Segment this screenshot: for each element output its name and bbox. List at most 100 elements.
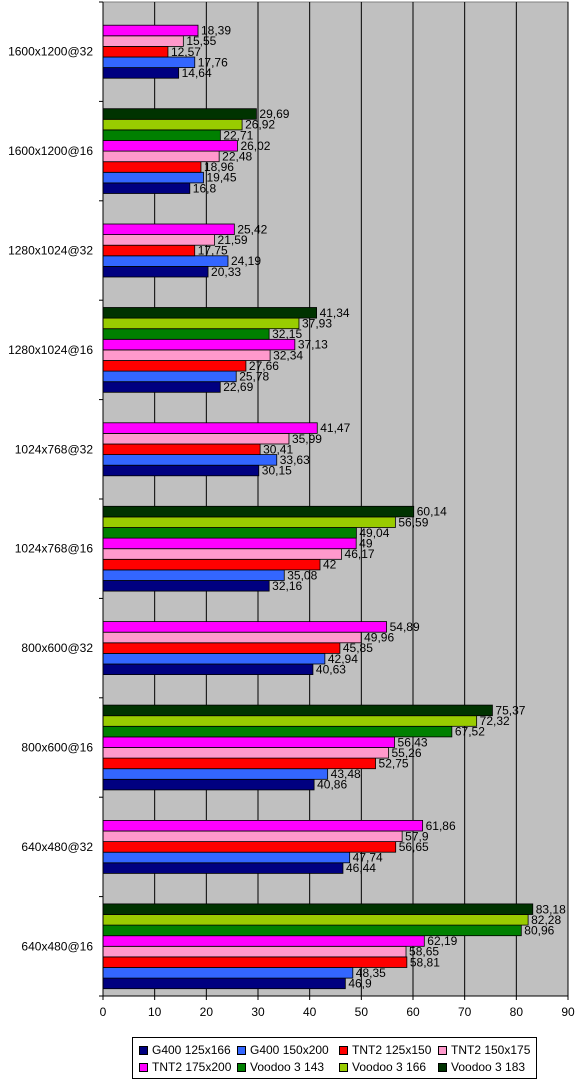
bar	[102, 108, 257, 120]
legend: G400 125x166 G400 150x200 TNT2 125x150 TNT2…	[132, 1037, 537, 1079]
bar	[102, 370, 237, 383]
data-label: 57,9	[405, 829, 429, 843]
data-labels: 14,6417,7612,5715,5518,3916,819,4518,962…	[171, 24, 566, 991]
legend-swatch	[139, 1045, 148, 1055]
bar	[102, 265, 209, 278]
x-tick-label: 0	[100, 1005, 107, 1019]
data-label: 26,02	[240, 139, 270, 153]
data-label: 42,94	[328, 652, 358, 666]
legend-swatch	[237, 1045, 246, 1055]
bar	[102, 171, 204, 184]
data-label: 15,55	[186, 34, 216, 48]
bar	[102, 736, 395, 748]
bar	[102, 464, 260, 477]
bar	[102, 653, 326, 665]
data-label: 60,14	[417, 505, 447, 519]
category-label: 640x480@16	[21, 939, 93, 953]
legend-item: G400 125x166	[139, 1042, 231, 1058]
bar	[102, 454, 278, 466]
data-label: 32,15	[272, 327, 302, 341]
legend-label: Voodoo 3 143	[250, 1060, 325, 1074]
data-label: 32,16	[272, 579, 302, 593]
bar	[102, 977, 346, 990]
x-tick-label: 10	[148, 1005, 162, 1019]
bar	[102, 715, 478, 727]
legend-label: TNT2 150x175	[451, 1043, 531, 1057]
bar	[102, 46, 169, 58]
bar	[102, 642, 341, 654]
bar	[102, 349, 271, 361]
bar	[102, 820, 424, 832]
data-label: 40,63	[316, 662, 346, 676]
legend-swatch	[438, 1045, 447, 1055]
data-label: 58,81	[410, 955, 440, 969]
bar	[102, 360, 247, 372]
x-tick-label: 50	[355, 1005, 369, 1019]
legend-label: G400 150x200	[250, 1043, 329, 1057]
data-label: 37,13	[298, 338, 328, 352]
bar	[102, 580, 270, 592]
data-label: 18,39	[201, 24, 231, 38]
category-label: 1280x1024@16	[8, 343, 93, 357]
category-label: 800x600@32	[21, 641, 93, 655]
category-label: 640x480@32	[21, 840, 93, 854]
data-label: 27,66	[249, 359, 279, 373]
data-label: 32,34	[273, 348, 303, 362]
data-label: 26,92	[245, 118, 275, 132]
data-label: 45,85	[343, 641, 373, 655]
bar	[102, 140, 238, 152]
legend-item: Voodoo 3 166	[339, 1059, 426, 1075]
bar	[102, 422, 318, 434]
bar	[102, 663, 314, 676]
bar	[102, 768, 329, 780]
bar	[102, 432, 290, 445]
data-label: 46,9	[348, 977, 372, 991]
x-tick-label: 90	[561, 1005, 575, 1019]
x-tick-label: 30	[251, 1005, 265, 1019]
data-label: 49	[359, 537, 373, 551]
legend-label: G400 125x166	[152, 1043, 231, 1057]
data-label: 72,32	[480, 714, 510, 728]
category-label: 1024x768@16	[15, 542, 94, 556]
category-label: 1600x1200@16	[8, 144, 93, 158]
legend-label: Voodoo 3 166	[352, 1060, 427, 1074]
data-label: 41,47	[320, 421, 350, 435]
data-label: 19,45	[206, 171, 236, 185]
category-label: 1280x1024@32	[8, 244, 93, 258]
bar	[102, 914, 529, 926]
bar	[102, 150, 220, 163]
data-label: 22,48	[222, 150, 252, 164]
data-label: 17,75	[198, 244, 228, 258]
bar	[102, 338, 296, 351]
legend-label: Voodoo 3 183	[451, 1060, 526, 1074]
data-label: 67,52	[455, 725, 485, 739]
bars	[102, 24, 534, 990]
bar	[102, 537, 357, 550]
bar	[102, 129, 221, 141]
data-label: 56,65	[399, 840, 429, 854]
bar	[102, 935, 425, 947]
data-label: 83,18	[536, 902, 566, 916]
data-label: 46,17	[345, 547, 375, 561]
data-label: 55,26	[392, 746, 422, 760]
data-label: 48,35	[356, 966, 386, 980]
data-label: 20,33	[211, 265, 241, 279]
data-label: 24,19	[231, 254, 261, 268]
bar	[102, 328, 270, 340]
data-label: 56,59	[398, 515, 428, 529]
data-label: 54,89	[390, 620, 420, 634]
data-label: 58,65	[409, 945, 439, 959]
bar	[102, 631, 362, 644]
data-label: 22,69	[223, 380, 253, 394]
data-label: 22,71	[223, 128, 253, 142]
x-tick-label: 20	[200, 1005, 214, 1019]
data-label: 49,04	[359, 526, 389, 540]
bar	[102, 24, 199, 37]
data-label: 35,99	[292, 432, 322, 446]
legend-item: TNT2 125x150	[339, 1042, 431, 1058]
data-label: 30,15	[262, 464, 292, 478]
data-label: 29,69	[259, 107, 289, 121]
data-label: 30,41	[263, 442, 293, 456]
